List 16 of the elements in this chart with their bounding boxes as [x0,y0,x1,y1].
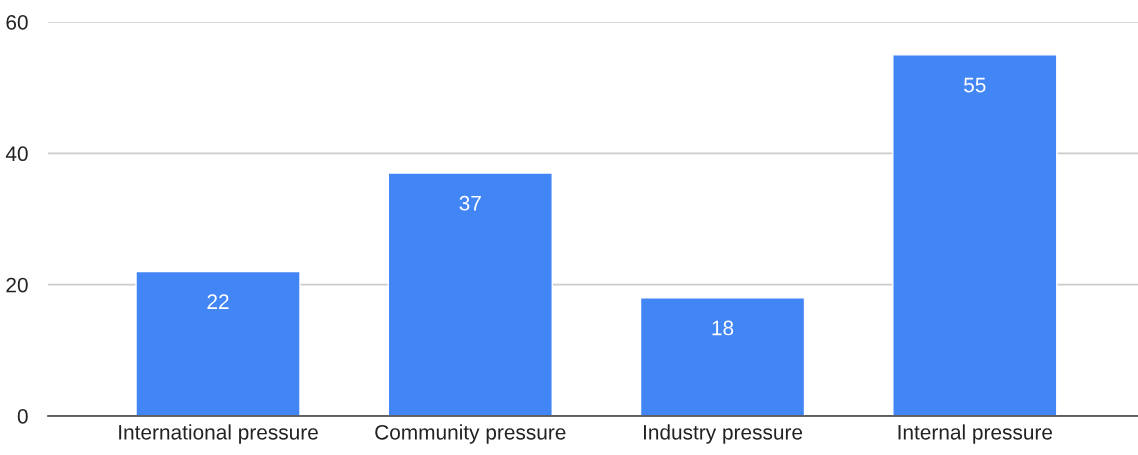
y-tick-label: 0 [17,409,28,424]
data-label: 55 [964,77,986,93]
data-label: 18 [712,320,734,336]
x-tick-label: Internal pressure [898,424,1053,444]
y-tick-label: 40 [5,146,28,162]
data-label: 22 [207,294,229,309]
x-tick-label: International pressure [119,424,318,444]
x-tick-label: Community pressure [375,424,566,444]
data-label: 37 [459,195,481,211]
y-tick-label: 20 [6,277,28,293]
bar [387,172,553,416]
bar [639,297,806,416]
y-tick-label: 60 [6,15,28,30]
x-tick-label: Industry pressure [643,424,803,444]
bar [892,54,1058,416]
bar [135,270,301,416]
